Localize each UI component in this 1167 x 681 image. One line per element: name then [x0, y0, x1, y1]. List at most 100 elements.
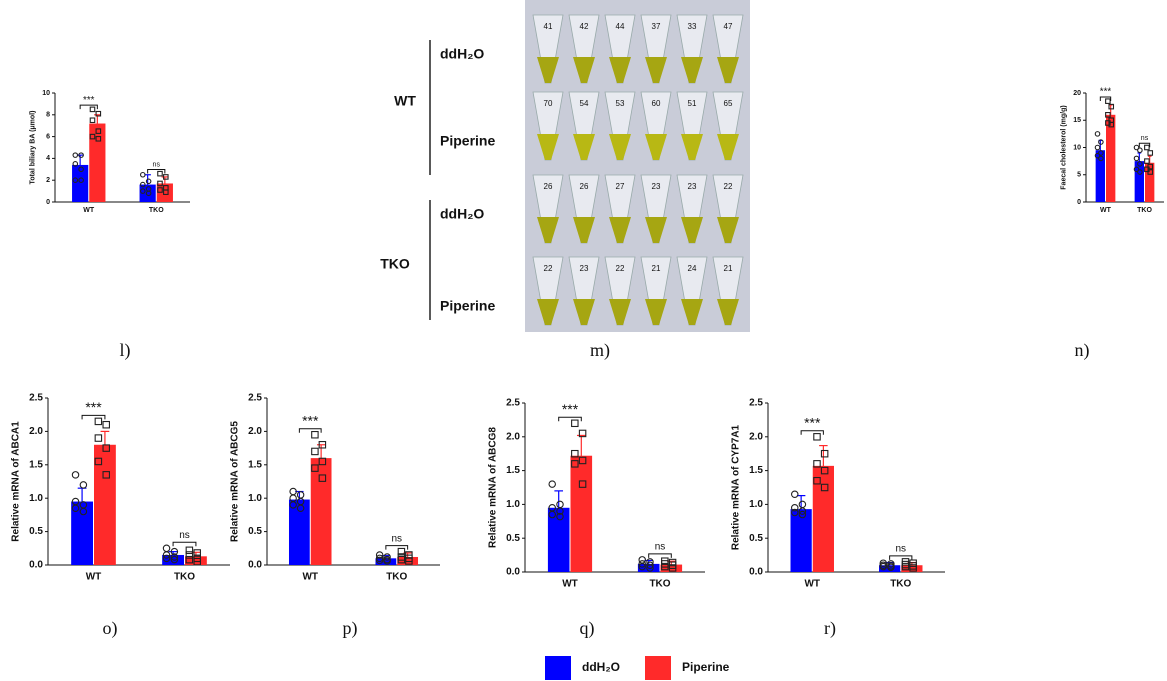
y-tick-label: 2.0 — [506, 431, 520, 442]
tube-liquid — [681, 217, 703, 243]
data-point — [1147, 150, 1154, 156]
tube-number: 24 — [688, 264, 697, 273]
data-point — [145, 178, 152, 185]
data-point — [1094, 144, 1101, 151]
data-point — [638, 560, 646, 568]
data-point — [170, 555, 179, 564]
data-point — [162, 551, 171, 559]
data-point — [94, 417, 103, 426]
tube-number: 26 — [544, 182, 553, 191]
y-axis-label: Relative mRNA of ABCG5 — [230, 421, 241, 542]
data-point — [791, 504, 799, 512]
tube-liquid — [681, 57, 703, 83]
panel-label: o) — [103, 618, 118, 639]
tube-liquid — [645, 134, 667, 160]
panel-label: r) — [824, 618, 836, 639]
x-tick-label: WT — [562, 579, 578, 590]
tube-number: 21 — [724, 264, 733, 273]
data-point — [548, 510, 556, 519]
tube-liquid — [681, 299, 703, 325]
data-point — [1094, 152, 1101, 159]
y-tick-label: 6 — [46, 133, 50, 140]
data-point — [791, 490, 799, 499]
tube-number: 23 — [688, 182, 697, 191]
significance-bracket — [889, 555, 913, 560]
tube-number: 53 — [616, 99, 625, 108]
data-point — [638, 562, 646, 571]
legend-swatch — [545, 656, 571, 680]
tube-number: 33 — [688, 22, 697, 31]
y-tick-label: 1.5 — [506, 465, 520, 476]
tube-number: 22 — [616, 264, 625, 273]
legend-label: ddH₂O — [582, 660, 620, 674]
data-point — [661, 562, 669, 571]
significance-label: ns — [895, 544, 906, 555]
y-axis-label: Relative mRNA of ABCG8 — [488, 427, 499, 548]
data-point — [375, 554, 384, 563]
tube-number: 21 — [652, 264, 661, 273]
data-point — [879, 559, 888, 567]
significance-label: *** — [302, 412, 319, 428]
data-point — [1108, 103, 1115, 110]
y-tick-label: 8 — [46, 112, 50, 119]
bar — [570, 455, 593, 572]
significance-label: ns — [179, 530, 190, 541]
data-point — [1094, 131, 1101, 137]
data-point — [578, 480, 587, 488]
significance-bracket — [800, 430, 824, 435]
tube-liquid — [645, 217, 667, 243]
significance-label: *** — [1100, 87, 1112, 98]
chart: 0.0 0.5 1.0 1.5 2.0 2.5 Relative mRNA of ABCA1… — [11, 393, 230, 639]
significance-label: *** — [804, 415, 821, 431]
data-point — [170, 553, 179, 561]
chart: 0 5 10 15 20 Faecal cholesterol (mg/g) WT *** TK… — [1060, 87, 1164, 361]
y-tick-label: 0.5 — [248, 526, 262, 537]
data-point — [1098, 150, 1104, 156]
tube-number: 44 — [616, 22, 625, 31]
tube-number: 41 — [544, 22, 553, 31]
legend-swatch — [645, 656, 671, 680]
y-tick-label: 2 — [46, 177, 50, 184]
tube-number: 37 — [652, 22, 661, 31]
data-point — [139, 171, 146, 178]
data-point — [571, 449, 579, 458]
y-tick-label: 2.0 — [749, 431, 763, 442]
tube-liquid — [609, 299, 631, 325]
data-point — [646, 561, 654, 569]
x-tick-label: TKO — [890, 579, 911, 590]
data-point — [1144, 158, 1150, 164]
row-label: ddH₂O — [440, 206, 484, 222]
significance-label: *** — [83, 95, 95, 106]
photo-panel — [429, 0, 750, 332]
data-point — [78, 166, 84, 173]
bar — [310, 458, 332, 565]
data-point — [1108, 121, 1115, 128]
y-tick-label: 2.5 — [749, 398, 763, 409]
data-point — [193, 557, 201, 566]
significance-bracket — [298, 428, 322, 433]
significance-bracket — [172, 541, 197, 547]
data-point — [798, 510, 807, 519]
data-point — [157, 187, 163, 193]
data-point — [1133, 166, 1140, 173]
legend-label: Piperine — [682, 660, 730, 674]
data-point — [102, 420, 110, 429]
bar — [790, 509, 812, 572]
y-tick-label: 15 — [1073, 117, 1081, 124]
significance-bracket — [385, 545, 409, 550]
x-tick-label: WT — [302, 572, 318, 583]
data-point — [79, 507, 88, 516]
tube-number: 65 — [724, 99, 733, 108]
data-point — [162, 554, 171, 563]
data-point — [311, 464, 319, 472]
y-tick-label: 1.0 — [506, 499, 520, 510]
tube-liquid — [717, 217, 739, 243]
x-tick-label: TKO — [149, 207, 164, 214]
y-tick-label: 1.5 — [749, 465, 763, 476]
data-point — [813, 460, 821, 468]
data-point — [820, 466, 829, 475]
data-point — [1144, 144, 1150, 151]
tube-number: 23 — [580, 264, 589, 273]
data-point — [71, 471, 80, 479]
data-point — [78, 177, 84, 183]
